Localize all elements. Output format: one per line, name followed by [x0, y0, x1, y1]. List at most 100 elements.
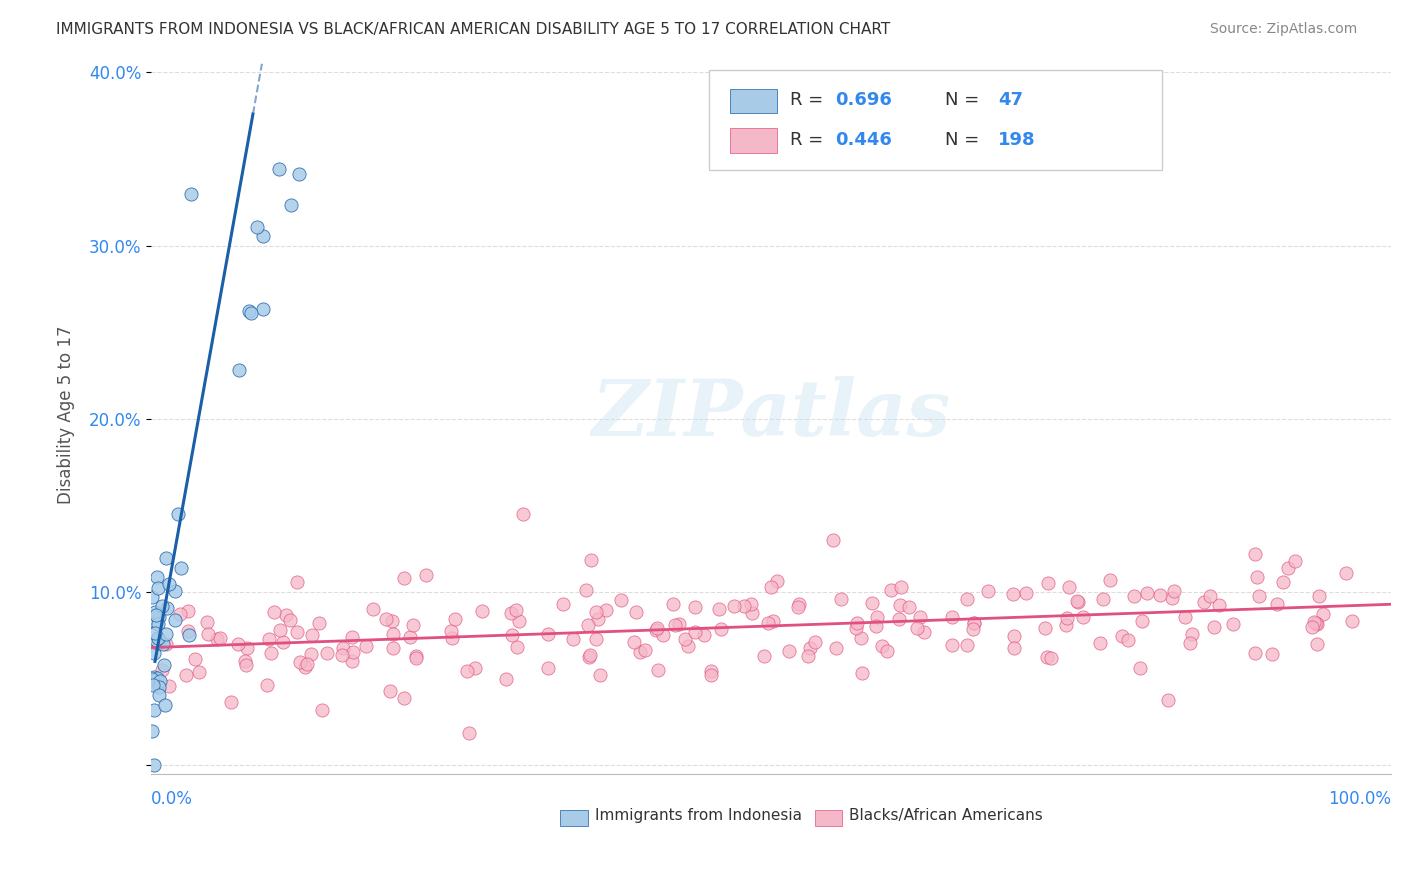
Point	[342, 645, 364, 659]
Point	[148, 631, 170, 645]
Point	[157, 679, 180, 693]
Point	[143, 646, 166, 660]
Point	[956, 591, 979, 606]
Point	[610, 593, 633, 607]
Point	[1222, 617, 1244, 632]
Point	[1099, 574, 1122, 588]
Point	[141, 724, 163, 739]
Point	[624, 605, 647, 619]
Point	[238, 304, 260, 318]
Point	[142, 757, 165, 772]
Point	[1149, 589, 1171, 603]
Point	[155, 637, 177, 651]
Point	[311, 703, 333, 717]
Point	[623, 635, 645, 649]
Point	[378, 684, 401, 698]
Point	[399, 630, 422, 644]
Point	[647, 663, 669, 677]
Point	[506, 640, 529, 654]
Text: IMMIGRANTS FROM INDONESIA VS BLACK/AFRICAN AMERICAN DISABILITY AGE 5 TO 17 CORRE: IMMIGRANTS FROM INDONESIA VS BLACK/AFRIC…	[56, 22, 890, 37]
Point	[142, 636, 165, 650]
Point	[586, 612, 609, 626]
Point	[1178, 636, 1201, 650]
Point	[512, 507, 534, 521]
Point	[143, 605, 166, 619]
Point	[257, 632, 280, 646]
Text: 0.696: 0.696	[835, 91, 893, 110]
Point	[363, 602, 385, 616]
Point	[263, 605, 285, 619]
Point	[236, 641, 259, 656]
Point	[676, 639, 699, 653]
Point	[148, 680, 170, 694]
Point	[1130, 615, 1153, 629]
Text: ZIPatlas: ZIPatlas	[592, 376, 950, 453]
Point	[271, 634, 294, 648]
Point	[1305, 616, 1327, 631]
Point	[285, 574, 308, 589]
Point	[860, 597, 883, 611]
Point	[579, 553, 602, 567]
Point	[197, 615, 219, 629]
Point	[1116, 632, 1139, 647]
Point	[176, 668, 198, 682]
Point	[645, 621, 668, 635]
Point	[1308, 589, 1330, 603]
Point	[579, 648, 602, 662]
Point	[157, 577, 180, 591]
Point	[578, 650, 600, 665]
Point	[1157, 692, 1180, 706]
Point	[634, 643, 657, 657]
Point	[741, 607, 763, 621]
Point	[553, 597, 575, 611]
Point	[499, 606, 522, 620]
Point	[267, 162, 290, 177]
Point	[444, 612, 467, 626]
Point	[845, 622, 868, 636]
Point	[145, 633, 167, 648]
Text: Blacks/African Americans: Blacks/African Americans	[849, 808, 1043, 823]
Point	[440, 624, 463, 639]
Point	[146, 636, 169, 650]
Point	[145, 607, 167, 622]
Point	[332, 641, 354, 656]
Point	[799, 641, 821, 656]
Point	[165, 613, 187, 627]
Text: N =: N =	[945, 131, 984, 149]
Point	[280, 197, 302, 211]
Point	[146, 617, 169, 632]
Point	[156, 601, 179, 615]
Point	[308, 615, 330, 630]
Point	[142, 678, 165, 692]
Point	[152, 637, 174, 651]
FancyBboxPatch shape	[709, 70, 1161, 170]
Point	[905, 621, 928, 635]
Point	[235, 654, 257, 668]
Point	[628, 645, 651, 659]
Point	[733, 599, 755, 613]
Point	[274, 607, 297, 622]
Point	[146, 671, 169, 685]
Point	[576, 618, 599, 632]
Y-axis label: Disability Age 5 to 17: Disability Age 5 to 17	[58, 326, 75, 504]
Point	[1208, 599, 1230, 613]
Point	[505, 603, 527, 617]
Point	[762, 614, 785, 628]
Point	[740, 597, 762, 611]
Point	[962, 622, 984, 636]
Point	[141, 672, 163, 686]
Point	[1129, 661, 1152, 675]
Point	[664, 617, 686, 632]
Point	[153, 698, 176, 712]
Point	[575, 582, 598, 597]
Point	[1033, 621, 1056, 635]
Point	[787, 597, 810, 611]
Point	[342, 630, 364, 644]
Point	[148, 610, 170, 624]
Point	[295, 657, 318, 671]
Point	[1002, 629, 1025, 643]
Point	[912, 624, 935, 639]
Point	[1261, 648, 1284, 662]
Point	[1181, 627, 1204, 641]
Point	[440, 631, 463, 645]
